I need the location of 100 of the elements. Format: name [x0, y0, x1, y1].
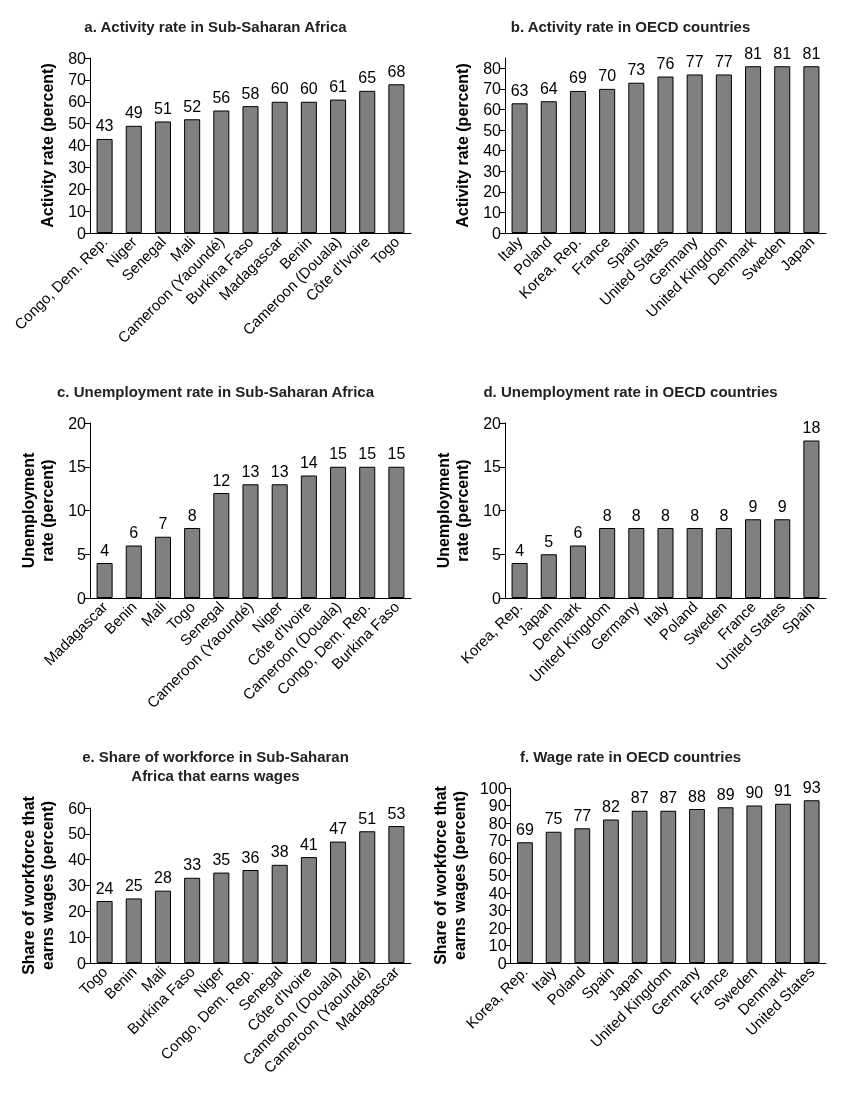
data-label: 77	[714, 52, 733, 70]
data-label: 63	[510, 81, 529, 99]
data-label: 91	[774, 782, 792, 800]
data-label: 8	[602, 506, 612, 524]
data-label: 35	[212, 851, 231, 869]
data-label: 53	[387, 804, 406, 822]
y-tick-label: 15	[68, 458, 87, 476]
y-tick-label: 30	[68, 877, 87, 894]
y-tick-label: 50	[68, 825, 87, 843]
data-label: 9	[748, 497, 758, 515]
data-label: 4	[515, 541, 525, 559]
data-label: 69	[569, 69, 587, 87]
chart-title: c. Unemployment rate in Sub-Saharan Africa	[56, 383, 375, 400]
data-label: 38	[270, 843, 289, 861]
y-tick-label: 40	[68, 137, 87, 154]
y-tick-label: 0	[492, 224, 502, 242]
y-tick-label: 60	[68, 799, 87, 817]
y-tick-label: 70	[483, 80, 502, 98]
y-tick-label: 50	[488, 867, 507, 884]
data-label: 93	[802, 778, 821, 796]
data-label: 76	[656, 55, 675, 73]
data-label: 43	[95, 117, 114, 135]
y-tick-label: 10	[483, 203, 502, 221]
data-label: 64	[539, 79, 558, 97]
data-label: 8	[631, 506, 641, 524]
data-label: 14	[299, 454, 318, 471]
y-tick-label: 20	[488, 919, 507, 937]
y-tick-label: 0	[77, 224, 87, 242]
y-tick-label: 50	[68, 115, 87, 133]
data-label: 13	[241, 462, 260, 480]
data-label: 5	[544, 532, 554, 550]
y-axis-title: Activity rate (percent)	[39, 63, 57, 228]
y-tick-label: 20	[483, 183, 502, 201]
data-label: 13	[270, 462, 289, 480]
data-label: 81	[802, 44, 821, 62]
y-tick-label: 0	[492, 589, 502, 607]
y-tick-label: 90	[488, 797, 507, 814]
data-label: 9	[777, 497, 787, 515]
y-tick-label: 60	[483, 100, 502, 118]
data-label: 47	[329, 820, 348, 838]
y-tick-label: 80	[488, 814, 507, 832]
data-label: 81	[744, 44, 763, 62]
y-axis-title: Unemployment rate (percent)	[20, 452, 57, 569]
y-tick-label: 40	[68, 851, 87, 869]
data-label: 90	[745, 784, 764, 801]
chart-title: b. Activity rate in OECD countries	[510, 18, 751, 35]
data-label: 87	[630, 789, 649, 807]
y-tick-label: 100	[479, 779, 507, 797]
data-label: 8	[187, 506, 197, 524]
data-label: 7	[158, 515, 168, 533]
y-tick-label: 20	[68, 902, 87, 920]
data-label: 60	[299, 80, 318, 98]
data-label: 87	[659, 789, 678, 807]
y-tick-label: 60	[488, 849, 507, 867]
data-label: 28	[154, 869, 172, 887]
y-tick-label: 5	[77, 545, 87, 563]
data-label: 68	[387, 62, 406, 80]
y-tick-label: 20	[68, 414, 87, 432]
y-tick-label: 10	[488, 937, 507, 954]
y-tick-label: 0	[77, 954, 87, 972]
data-label: 15	[329, 445, 348, 463]
y-tick-label: 10	[68, 928, 87, 946]
y-tick-label: 20	[483, 414, 502, 432]
data-label: 41	[299, 835, 318, 853]
data-label: 69	[516, 820, 534, 838]
data-label: 52	[183, 97, 202, 115]
y-tick-label: 5	[492, 545, 502, 563]
y-tick-label: 10	[483, 502, 502, 519]
data-label: 18	[802, 419, 821, 436]
y-tick-label: 80	[68, 49, 87, 67]
y-tick-label: 40	[483, 142, 502, 160]
data-label: 51	[154, 99, 172, 117]
y-axis-title: Share of workforce that earns wages (percent)	[20, 795, 57, 975]
data-label: 8	[690, 506, 700, 524]
y-tick-label: 50	[483, 121, 502, 139]
data-label: 6	[573, 524, 583, 541]
data-label: 75	[544, 810, 563, 828]
data-label: 4	[100, 541, 110, 559]
y-tick-label: 60	[68, 93, 87, 111]
y-tick-label: 30	[483, 162, 502, 180]
chart-title: d. Unemployment rate in OECD countries	[483, 383, 778, 400]
data-label: 82	[602, 798, 620, 815]
y-tick-label: 0	[497, 954, 507, 972]
data-label: 33	[183, 856, 202, 874]
data-label: 6	[129, 524, 139, 541]
data-label: 8	[719, 506, 729, 524]
y-tick-label: 70	[488, 832, 507, 849]
data-label: 58	[241, 84, 260, 102]
chart-title: f. Wage rate in OECD countries	[519, 748, 742, 765]
y-tick-label: 80	[483, 59, 502, 77]
data-label: 60	[270, 80, 289, 98]
y-tick-label: 0	[77, 589, 87, 607]
chart-title: e. Share of workforce in Sub-Saharan Africa that earns wages	[82, 748, 349, 784]
data-label: 51	[358, 809, 377, 827]
data-label: 56	[212, 89, 231, 106]
data-label: 61	[329, 78, 348, 96]
y-tick-label: 70	[68, 71, 87, 89]
data-label: 65	[358, 69, 377, 87]
y-tick-label: 15	[483, 458, 502, 476]
y-axis-title: Activity rate (percent)	[454, 63, 472, 228]
